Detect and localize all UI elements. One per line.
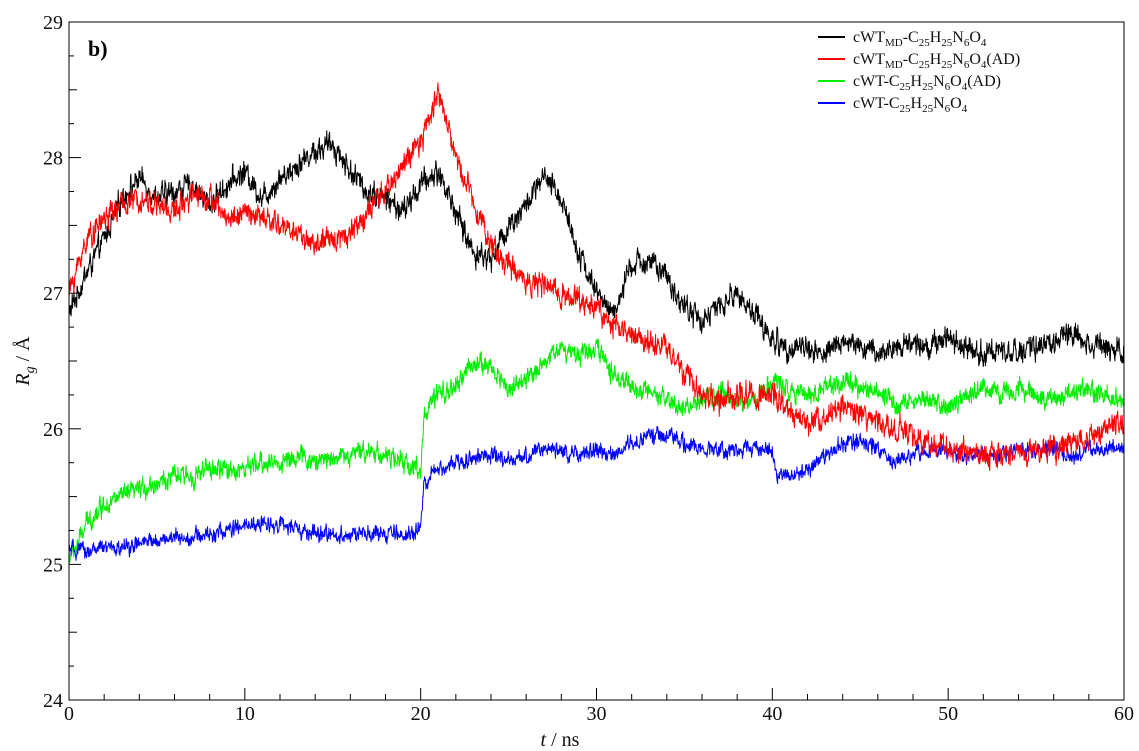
y-axis-title: Rg / Å	[12, 336, 38, 387]
y-tick-label: 27	[43, 283, 63, 305]
y-tick-label: 25	[43, 554, 63, 576]
x-tick-label: 10	[235, 703, 255, 725]
legend-entry: cWTMD-C25H25N6O4(AD)	[853, 51, 1020, 71]
series-line	[68, 130, 1125, 367]
y-tick-label: 29	[43, 12, 63, 34]
legend: cWTMD-C25H25N6O4cWTMD-C25H25N6O4(AD)cWT-…	[818, 29, 1020, 115]
series-line	[68, 82, 1125, 471]
x-tick-label: 20	[411, 703, 431, 725]
legend-entry: cWTMD-C25H25N6O4	[853, 29, 987, 49]
x-axis-title: t / ns	[541, 729, 580, 751]
y-tick-label: 26	[43, 419, 63, 441]
series-layer	[68, 82, 1125, 563]
panel-label: b)	[88, 36, 108, 61]
x-tick-label: 0	[64, 703, 74, 725]
series-line	[68, 338, 1125, 563]
y-tick-label: 24	[43, 690, 63, 712]
x-tick-label: 50	[938, 703, 958, 725]
x-tick-label: 30	[587, 703, 607, 725]
tick-layer: 24 25 26 27 28 29 0 10 20 30 40 50 60	[43, 12, 1134, 725]
legend-entry: cWT-C25H25N6O4	[853, 95, 968, 115]
plot-background	[69, 22, 1124, 700]
x-tick-label: 60	[1114, 703, 1134, 725]
x-tick-label: 40	[762, 703, 782, 725]
y-tick-label: 28	[43, 148, 63, 170]
legend-entry: cWT-C25H25N6O4(AD)	[853, 73, 1001, 93]
